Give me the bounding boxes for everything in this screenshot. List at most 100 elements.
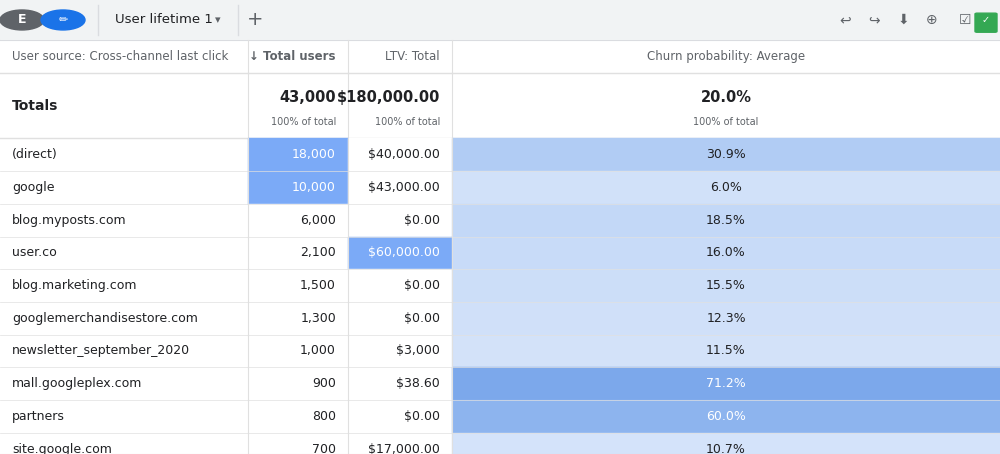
Bar	[248, 335, 348, 367]
Text: $0.00: $0.00	[404, 214, 440, 227]
Text: 71.2%: 71.2%	[706, 377, 746, 390]
Text: 12.3%: 12.3%	[706, 312, 746, 325]
Text: 700: 700	[312, 443, 336, 454]
Text: newsletter_september_2020: newsletter_september_2020	[12, 345, 190, 357]
Text: google: google	[12, 181, 54, 194]
Bar	[248, 237, 348, 269]
Text: ↓ Total users: ↓ Total users	[249, 50, 336, 63]
Bar	[0, 367, 1000, 400]
Text: 1,300: 1,300	[300, 312, 336, 325]
Text: ✏: ✏	[58, 15, 68, 25]
Text: 30.9%: 30.9%	[706, 148, 746, 161]
Text: ↪: ↪	[868, 13, 880, 27]
Text: 2,100: 2,100	[300, 247, 336, 259]
Text: ⊕: ⊕	[926, 13, 938, 27]
Text: 11.5%: 11.5%	[706, 345, 746, 357]
Bar	[0, 204, 1000, 237]
Bar	[452, 367, 1000, 400]
Text: partners: partners	[12, 410, 65, 423]
Bar	[0, 433, 1000, 454]
Text: 18.5%: 18.5%	[706, 214, 746, 227]
Bar	[452, 138, 1000, 171]
Text: mall.googleplex.com: mall.googleplex.com	[12, 377, 142, 390]
Bar	[0, 269, 1000, 302]
Text: googlemerchandisestore.com: googlemerchandisestore.com	[12, 312, 198, 325]
Text: 20.0%: 20.0%	[700, 90, 752, 105]
Bar	[452, 269, 1000, 302]
Bar	[348, 237, 452, 269]
Text: $0.00: $0.00	[404, 279, 440, 292]
Text: 18,000: 18,000	[292, 148, 336, 161]
Bar	[0, 400, 1000, 433]
Text: $40,000.00: $40,000.00	[368, 148, 440, 161]
Text: $3,000: $3,000	[396, 345, 440, 357]
Text: $60,000.00: $60,000.00	[368, 247, 440, 259]
Text: 60.0%: 60.0%	[706, 410, 746, 423]
Bar	[248, 433, 348, 454]
Bar	[248, 367, 348, 400]
Bar	[0, 0, 1000, 40]
Text: User source: Cross-channel last click: User source: Cross-channel last click	[12, 50, 228, 63]
Bar	[348, 171, 452, 204]
Text: $0.00: $0.00	[404, 410, 440, 423]
Text: ↩: ↩	[839, 13, 851, 27]
Bar	[348, 367, 452, 400]
Text: $180,000.00: $180,000.00	[337, 90, 440, 105]
Text: $38.60: $38.60	[396, 377, 440, 390]
Text: 1,000: 1,000	[300, 345, 336, 357]
Bar	[348, 269, 452, 302]
Bar	[348, 204, 452, 237]
Bar	[452, 302, 1000, 335]
Text: 100% of total: 100% of total	[693, 117, 759, 127]
Bar	[0, 171, 1000, 204]
Text: site.google.com: site.google.com	[12, 443, 112, 454]
Text: 900: 900	[312, 377, 336, 390]
Text: $17,000.00: $17,000.00	[368, 443, 440, 454]
Text: ⬇: ⬇	[897, 13, 909, 27]
Text: 1,500: 1,500	[300, 279, 336, 292]
Bar	[0, 302, 1000, 335]
Text: 100% of total: 100% of total	[271, 117, 336, 127]
Bar	[248, 171, 348, 204]
Text: 16.0%: 16.0%	[706, 247, 746, 259]
Bar	[248, 269, 348, 302]
Bar	[452, 204, 1000, 237]
Text: E: E	[18, 14, 26, 26]
Bar	[0, 237, 1000, 269]
Bar	[248, 400, 348, 433]
Text: +: +	[247, 10, 263, 30]
Text: LTV: Total: LTV: Total	[385, 50, 440, 63]
Text: ▾: ▾	[215, 15, 221, 25]
FancyBboxPatch shape	[975, 13, 997, 32]
Bar	[248, 204, 348, 237]
Bar	[348, 433, 452, 454]
Text: 10,000: 10,000	[292, 181, 336, 194]
Text: $43,000.00: $43,000.00	[368, 181, 440, 194]
Text: 10.7%: 10.7%	[706, 443, 746, 454]
Text: 800: 800	[312, 410, 336, 423]
Bar	[248, 302, 348, 335]
Text: 100% of total: 100% of total	[375, 117, 440, 127]
Text: 6.0%: 6.0%	[710, 181, 742, 194]
Bar	[0, 335, 1000, 367]
Circle shape	[41, 10, 85, 30]
Bar	[348, 138, 452, 171]
Bar	[348, 335, 452, 367]
Bar	[452, 433, 1000, 454]
Circle shape	[0, 10, 44, 30]
Bar	[452, 335, 1000, 367]
Bar	[452, 171, 1000, 204]
Bar	[0, 138, 1000, 171]
Bar	[348, 302, 452, 335]
Bar	[248, 138, 348, 171]
Text: blog.marketing.com: blog.marketing.com	[12, 279, 138, 292]
Bar	[348, 400, 452, 433]
Text: Totals: Totals	[12, 99, 58, 113]
Text: $0.00: $0.00	[404, 312, 440, 325]
Text: ✓: ✓	[982, 15, 990, 25]
Text: user.co: user.co	[12, 247, 57, 259]
Text: 6,000: 6,000	[300, 214, 336, 227]
Text: User lifetime 1: User lifetime 1	[115, 14, 213, 26]
Text: blog.myposts.com: blog.myposts.com	[12, 214, 127, 227]
Text: 43,000: 43,000	[279, 90, 336, 105]
